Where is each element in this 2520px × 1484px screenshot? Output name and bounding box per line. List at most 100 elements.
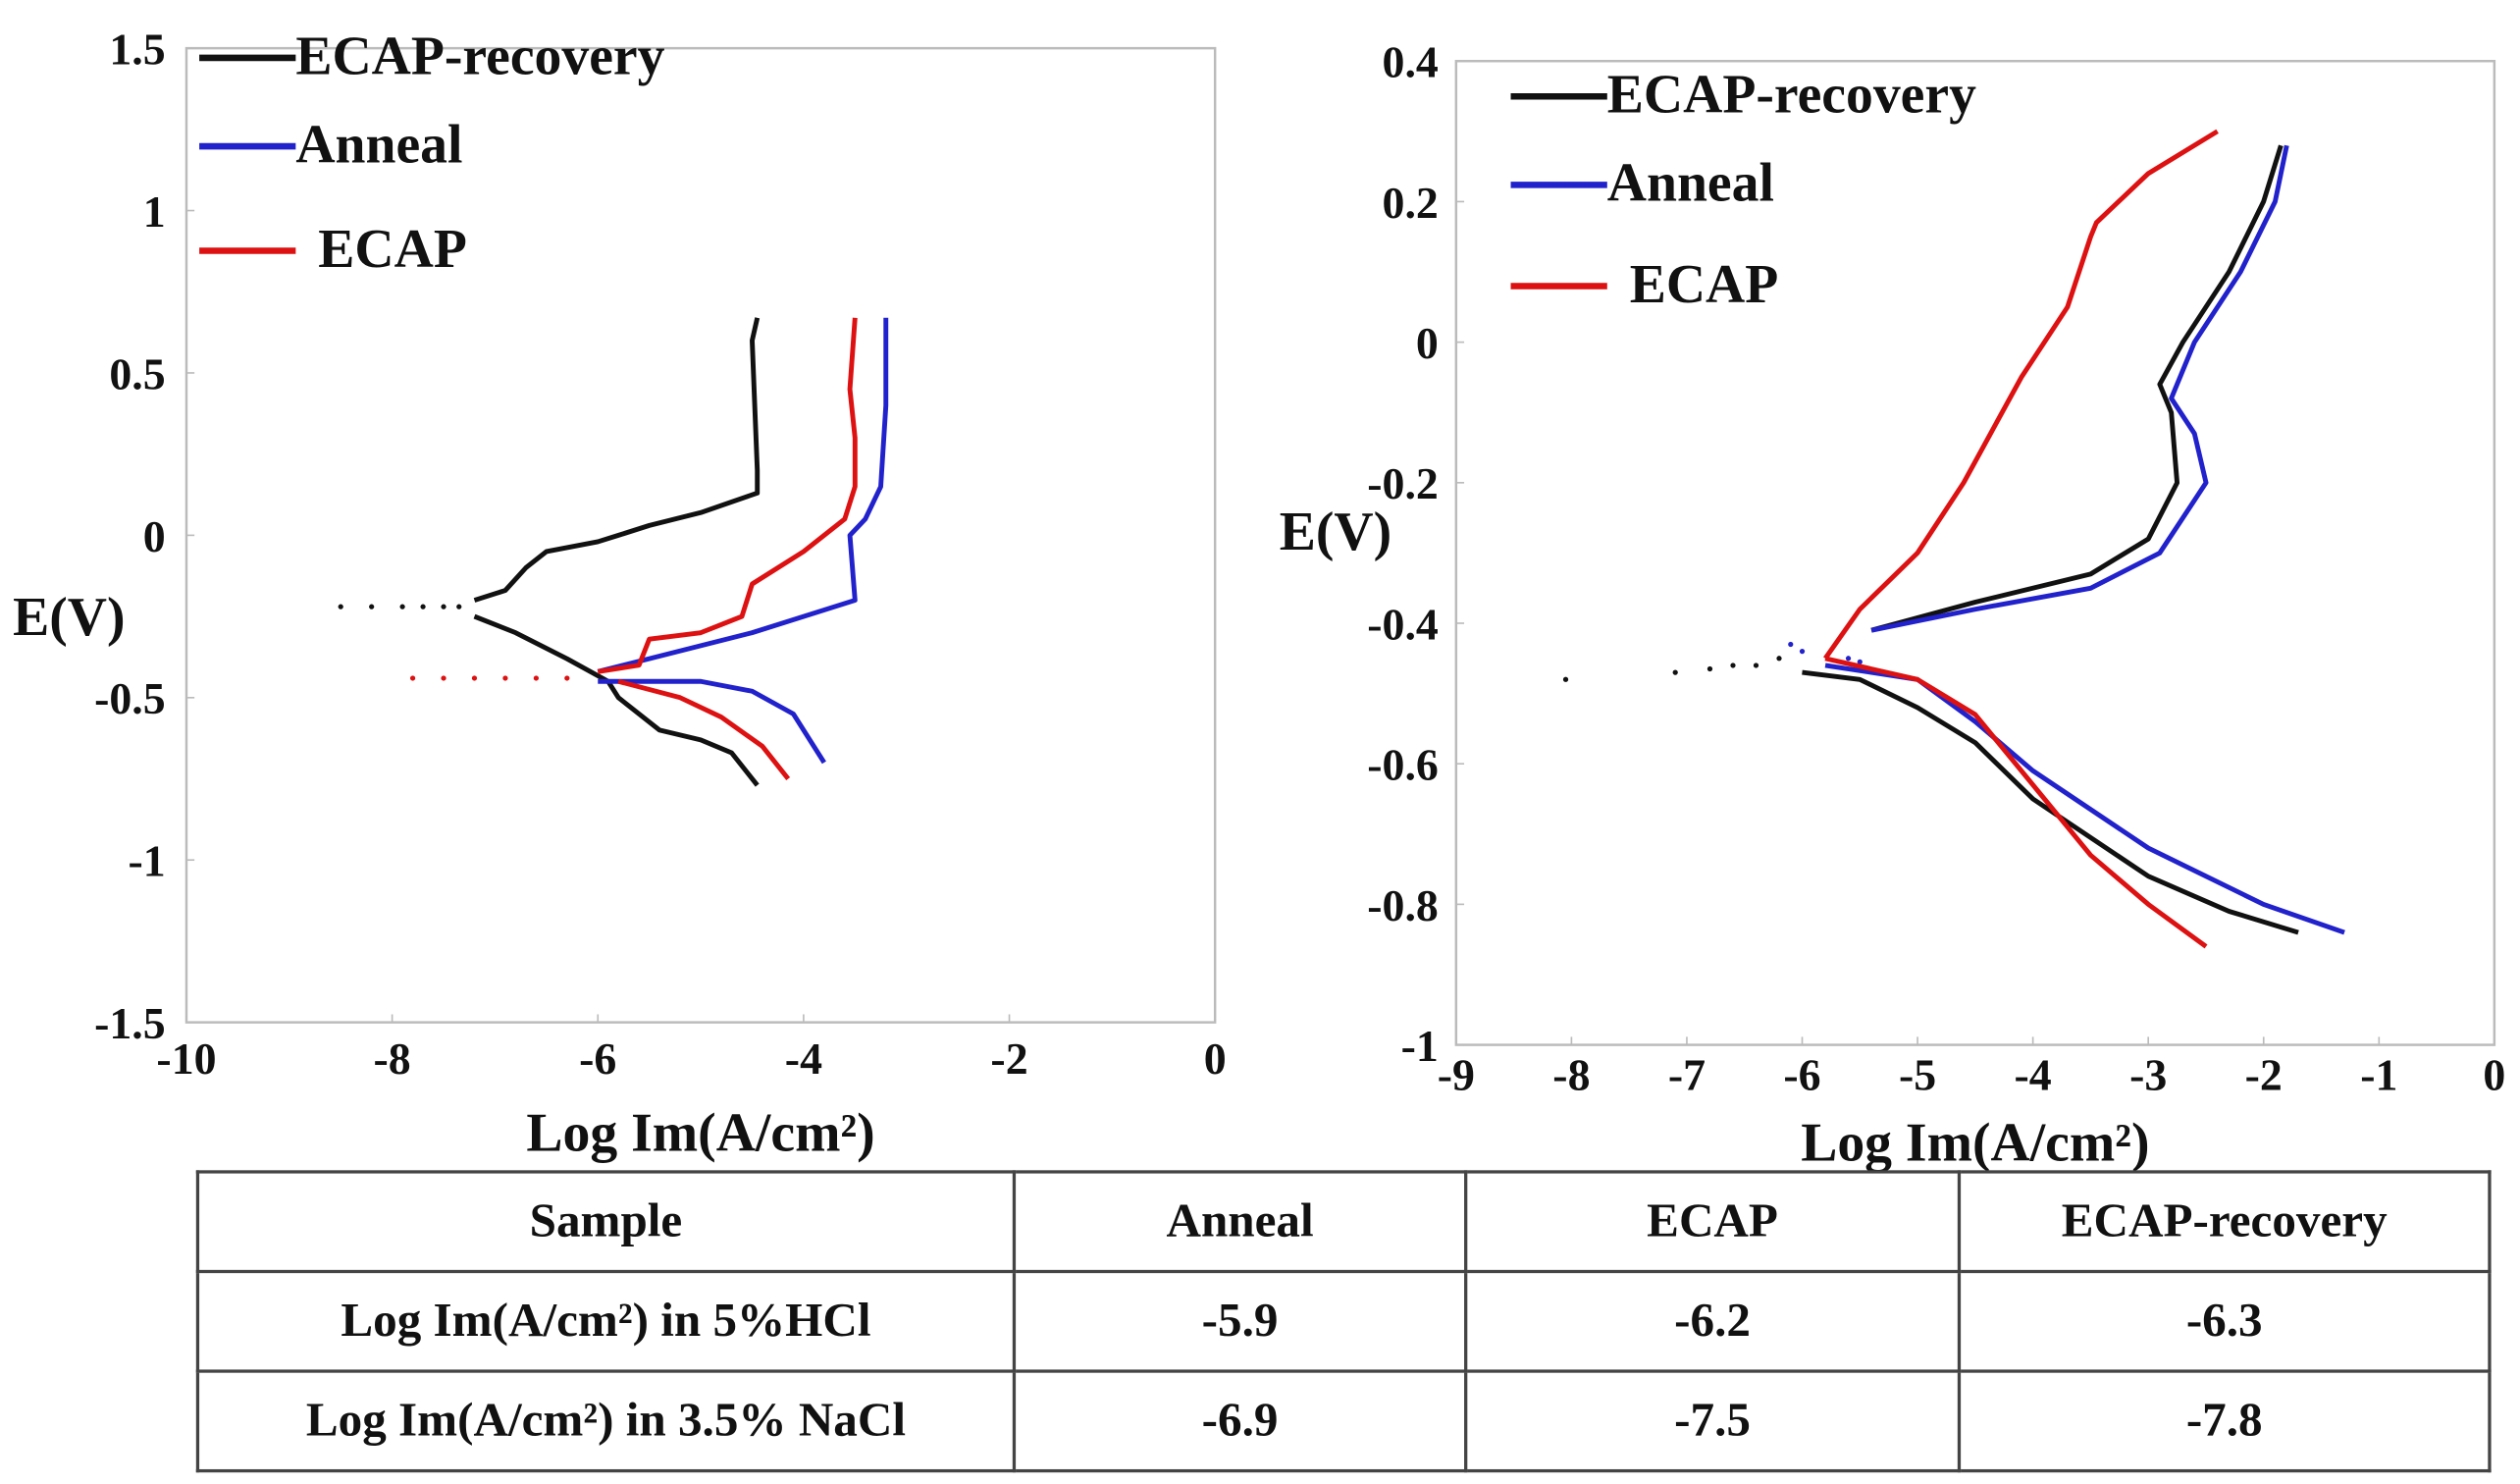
data-point xyxy=(1845,656,1852,662)
y-tick-label: -0.5 xyxy=(94,673,166,723)
series-ecap-recovery xyxy=(338,317,761,787)
table-header-cell: Anneal xyxy=(1012,1170,1468,1274)
table-row-label: Log Im(A/cm²) in 5%HCl xyxy=(195,1269,1017,1373)
x-axis-label: Log Im(A/cm²) xyxy=(526,1103,874,1164)
x-tick-label: 0 xyxy=(2483,1049,2505,1099)
data-point xyxy=(1730,662,1736,668)
data-point xyxy=(409,675,416,681)
data-point xyxy=(1672,669,1678,675)
cathodic-branch-line xyxy=(1824,656,2208,949)
data-point xyxy=(1706,665,1713,672)
table-cell: -5.9 xyxy=(1012,1269,1468,1373)
x-tick-label: -3 xyxy=(2129,1049,2167,1099)
chart-panel-2: -9 -8 -7 -6 -5 -4 -3 -2 -1 0 0.4 0.2 0 -0.2 -0.4 -0.6 -0… xyxy=(1280,37,2506,1174)
y-tick-label: 0 xyxy=(143,511,166,561)
anodic-branch-line xyxy=(597,317,889,674)
table-cell: -6.2 xyxy=(1464,1269,1962,1373)
x-tick-label: -7 xyxy=(1668,1049,1706,1099)
plot-frame xyxy=(1454,60,2496,1046)
corrosion-current-table: Sample Anneal ECAP ECAP-recovery Log Im(… xyxy=(195,1170,2492,1473)
cathodic-branch-line xyxy=(1824,662,2345,935)
x-tick-label: -10 xyxy=(156,1034,216,1084)
table-row-label: Log Im(A/cm²) in 3.5% NaCl xyxy=(195,1369,1017,1473)
legend-label: ECAP xyxy=(318,219,467,280)
y-tick-label: 0 xyxy=(1416,318,1439,368)
series-ecap-recovery xyxy=(1562,144,2299,935)
table-row: Log Im(A/cm²) in 5%HCl -5.9 -6.2 -6.3 xyxy=(195,1269,2492,1373)
data-point xyxy=(564,675,570,681)
data-point xyxy=(420,604,426,610)
x-tick-label: -2 xyxy=(990,1034,1027,1084)
data-point xyxy=(338,604,343,610)
anodic-branch-line xyxy=(1870,144,2284,633)
y-tick-label: 0.4 xyxy=(1383,37,1439,87)
anodic-branch-line xyxy=(1870,144,2289,633)
x-tick-label: -8 xyxy=(374,1034,411,1084)
series-anneal xyxy=(1788,144,2345,935)
y-tick-label: -1 xyxy=(128,836,165,886)
data-point xyxy=(1799,649,1806,655)
series-ecap xyxy=(1823,129,2219,949)
data-point xyxy=(1562,676,1569,682)
data-point xyxy=(399,604,405,610)
anodic-branch-line xyxy=(597,317,858,674)
table-header-row: Sample Anneal ECAP ECAP-recovery xyxy=(195,1170,2492,1274)
data-point xyxy=(456,604,462,610)
y-tick-label: -0.8 xyxy=(1367,880,1439,930)
anodic-branch-line xyxy=(473,317,761,603)
data-point xyxy=(369,604,375,610)
y-tick-label: -1 xyxy=(1401,1021,1439,1071)
data-point xyxy=(1776,656,1782,662)
table-cell: -7.8 xyxy=(1957,1369,2492,1473)
x-tick-label: -5 xyxy=(1899,1049,1936,1099)
cathodic-branch-line xyxy=(598,678,826,765)
table-cell: -6.3 xyxy=(1957,1269,2492,1373)
table-header-cell: ECAP-recovery xyxy=(1957,1170,2492,1274)
y-tick-label: 0.5 xyxy=(109,348,165,398)
y-tick-label: -1.5 xyxy=(94,998,166,1048)
cathodic-branch-line xyxy=(617,678,791,781)
y-tick-label: 1.5 xyxy=(109,25,165,75)
y-tick-label: -0.4 xyxy=(1367,599,1439,649)
y-axis-label: E(V) xyxy=(1280,502,1391,562)
data-point xyxy=(502,675,508,681)
data-point xyxy=(441,675,446,681)
y-tick-label: -0.6 xyxy=(1367,740,1439,790)
data-point xyxy=(533,675,539,681)
cathodic-branch-line xyxy=(473,613,760,787)
table-cell: -7.5 xyxy=(1464,1369,1962,1473)
data-point xyxy=(471,675,478,681)
anodic-branch-line xyxy=(1823,129,2219,661)
cathodic-branch-line xyxy=(1802,669,2299,935)
table-row: Log Im(A/cm²) in 3.5% NaCl -6.9 -7.5 -7.… xyxy=(195,1369,2492,1473)
data-point xyxy=(441,604,446,610)
y-tick-label: 1 xyxy=(143,186,166,237)
x-tick-label: -4 xyxy=(2015,1049,2052,1099)
legend-label: Anneal xyxy=(1607,153,1774,214)
series-anneal xyxy=(597,317,889,765)
table-header-cell: Sample xyxy=(195,1170,1017,1274)
table-cell: -6.9 xyxy=(1012,1369,1468,1473)
x-tick-label: -9 xyxy=(1438,1049,1475,1099)
x-tick-label: -2 xyxy=(2245,1049,2283,1099)
y-axis-label: E(V) xyxy=(13,587,125,648)
x-tick-label: -8 xyxy=(1552,1049,1590,1099)
data-point xyxy=(1753,662,1759,668)
legend-label: ECAP xyxy=(1630,254,1779,315)
x-tick-label: 0 xyxy=(1204,1034,1227,1084)
y-tick-label: -0.2 xyxy=(1367,458,1439,508)
plot-frame xyxy=(184,46,1217,1024)
data-point xyxy=(1788,641,1794,648)
x-tick-label: -1 xyxy=(2360,1049,2397,1099)
chart-panel-1: -10 -8 -6 -4 -2 0 1.5 1 0.5 0 -0.5 -1 -1.5 Log Im(A/c… xyxy=(13,25,1227,1164)
table-header-cell: ECAP xyxy=(1464,1170,1962,1274)
x-tick-label: -4 xyxy=(785,1034,822,1084)
x-axis-label: Log Im(A/cm²) xyxy=(1801,1112,2149,1173)
x-tick-label: -6 xyxy=(579,1034,616,1084)
series-ecap xyxy=(409,317,858,781)
legend-label: ECAP-recovery xyxy=(295,26,664,86)
legend-label: ECAP-recovery xyxy=(1607,65,1976,126)
y-tick-label: 0.2 xyxy=(1383,178,1439,228)
